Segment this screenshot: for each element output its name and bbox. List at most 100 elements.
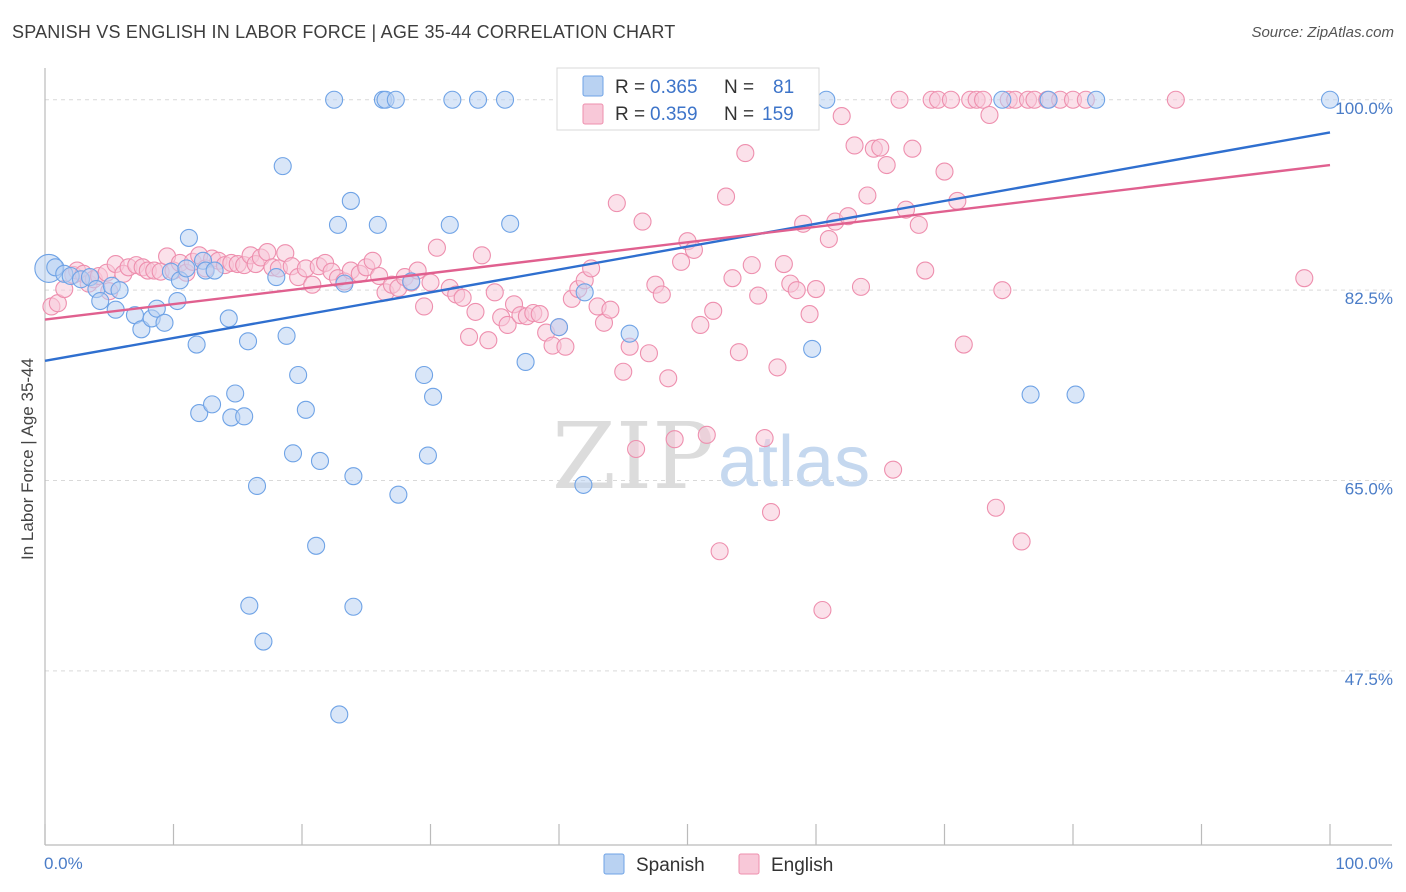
trend-lines	[44, 131, 1331, 363]
gridlines	[45, 99, 1392, 672]
english-point	[858, 186, 877, 205]
english-point	[877, 155, 896, 175]
english-point	[556, 337, 575, 356]
spanish-point	[418, 446, 437, 465]
english-point	[749, 286, 768, 305]
spanish-point	[1039, 90, 1058, 109]
legend-spanish-r-value: 0.365	[650, 77, 698, 98]
spanish-point	[368, 215, 387, 234]
spanish-point	[289, 365, 308, 385]
spanish-point	[501, 214, 520, 233]
legend-english-swatch	[582, 103, 604, 125]
spanish-point	[155, 313, 174, 332]
spanish-point	[238, 332, 258, 351]
english-point	[903, 139, 922, 158]
spanish-point	[574, 475, 593, 494]
english-point	[954, 335, 973, 354]
watermark-atlas: atlas	[718, 422, 870, 502]
bottom-legend-spanish-swatch	[603, 853, 625, 875]
spanish-point	[273, 157, 292, 176]
english-point	[935, 162, 954, 181]
spanish-point	[240, 596, 259, 615]
english-point	[884, 460, 903, 479]
english-point	[761, 503, 781, 522]
y-axis-title: In Labor Force | Age 35-44	[18, 358, 37, 560]
spanish-point	[226, 384, 245, 403]
english-point	[806, 280, 826, 299]
spanish-point	[168, 291, 187, 311]
english-point	[258, 243, 277, 262]
english-point	[736, 144, 755, 163]
english-point	[973, 90, 993, 109]
english-point	[755, 429, 774, 448]
english-point	[813, 600, 832, 620]
spanish-point	[468, 90, 488, 109]
english-point	[890, 90, 909, 109]
english-point	[787, 281, 806, 300]
y-tick-label: 47.5%	[1345, 670, 1393, 689]
spanish-point	[440, 215, 459, 234]
spanish-point	[415, 365, 434, 385]
spanish-point	[307, 536, 326, 555]
y-tick-labels: 100.0% 82.5% 65.0% 47.5%	[1335, 99, 1393, 689]
english-point	[466, 302, 485, 321]
spanish-point	[344, 467, 363, 486]
spanish-point	[235, 407, 254, 426]
spanish-point	[203, 395, 222, 414]
spanish-point	[205, 261, 224, 280]
english-point	[742, 256, 761, 275]
english-trend-line	[44, 163, 1331, 321]
english-point	[948, 191, 967, 210]
english-point	[472, 246, 491, 265]
legend-english-r-label: R =	[615, 104, 645, 125]
spanish-point	[495, 90, 515, 109]
spanish-point	[620, 324, 639, 343]
spanish-trend-line	[44, 131, 1331, 363]
english-point	[704, 301, 723, 320]
bottom-legend-spanish-label: Spanish	[636, 855, 705, 876]
english-point	[607, 194, 626, 213]
watermark: ZIP atlas	[552, 403, 870, 510]
spanish-point	[177, 259, 196, 278]
x-tick-label-left: 0.0%	[44, 854, 83, 873]
english-point	[1166, 90, 1185, 109]
spanish-point	[803, 339, 822, 358]
english-point	[723, 269, 742, 288]
english-point	[363, 251, 382, 270]
spanish-point	[424, 387, 443, 406]
spanish-point	[993, 90, 1012, 109]
english-point	[485, 283, 504, 302]
axes	[44, 68, 1392, 846]
english-point	[652, 285, 671, 304]
spanish-point	[110, 281, 129, 300]
spanish-point	[389, 485, 408, 504]
source-credit: Source: ZipAtlas.com	[1251, 24, 1394, 41]
legend-english-n-value: 159	[762, 104, 794, 125]
english-point	[993, 281, 1012, 300]
english-point	[1012, 532, 1031, 551]
top-legend: R = 0.365 N = 81 R = 0.359 N = 159	[556, 67, 820, 131]
english-point	[774, 254, 793, 274]
chart-title: SPANISH VS ENGLISH IN LABOR FORCE | AGE …	[12, 22, 676, 42]
english-point	[614, 362, 633, 381]
english-point	[498, 315, 517, 335]
english-point	[627, 439, 646, 459]
english-point	[845, 136, 864, 155]
spanish-point	[190, 404, 209, 423]
spanish-point	[267, 268, 286, 287]
bottom-legend-english-swatch	[738, 853, 760, 875]
english-point	[659, 369, 678, 388]
english-point	[459, 327, 479, 346]
spanish-point	[247, 476, 267, 496]
english-point	[941, 90, 960, 109]
y-tick-label: 65.0%	[1345, 480, 1393, 499]
spanish-point	[328, 215, 348, 234]
english-point	[710, 542, 729, 561]
english-point	[1295, 269, 1314, 288]
english-point	[479, 331, 498, 350]
english-point	[421, 273, 440, 292]
english-point	[697, 425, 716, 444]
bottom-legend: Spanish English	[603, 853, 833, 876]
legend-spanish-swatch	[582, 75, 604, 97]
english-point	[916, 261, 935, 280]
